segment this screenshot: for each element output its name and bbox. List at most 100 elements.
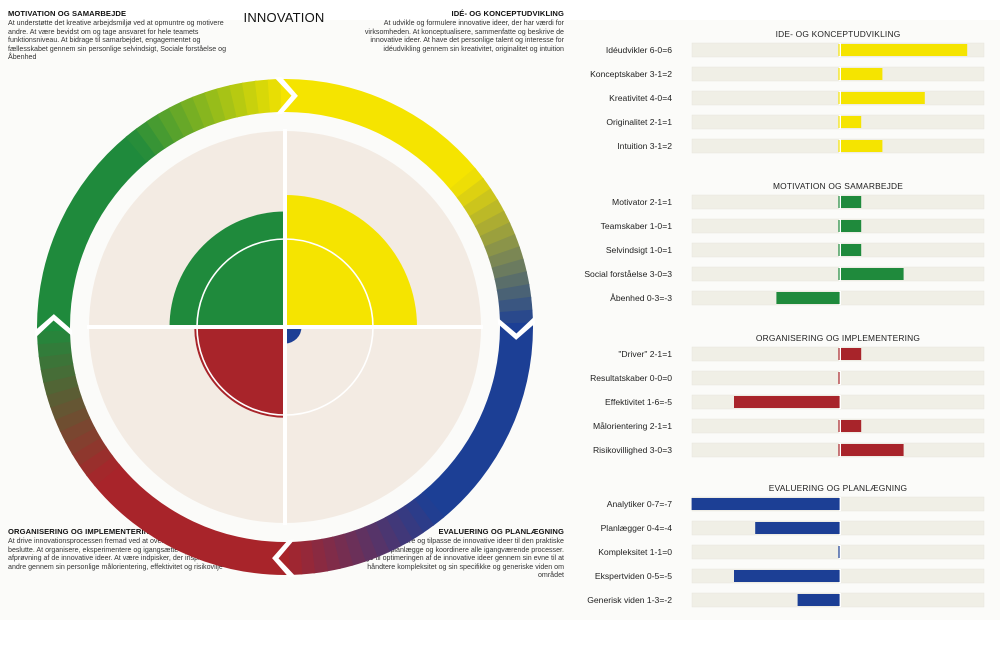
bar-zero-tick — [838, 268, 840, 280]
ring-band-blend — [46, 384, 82, 408]
bar-value — [797, 594, 840, 606]
bar-zero-tick — [838, 196, 840, 208]
ring-band-blend — [298, 540, 316, 575]
bar-zero-marker — [839, 115, 841, 129]
bar-value — [840, 244, 862, 256]
bar-label: "Driver" 2-1=1 — [618, 349, 672, 359]
wheel-sector-bottom-left — [194, 327, 285, 418]
ring-band-blend — [180, 96, 206, 133]
ring-band-blend — [78, 445, 114, 477]
ring-band-blend — [342, 530, 366, 566]
ring-band-blend — [54, 406, 91, 432]
bar-label: Intuition 3-1=2 — [617, 141, 672, 151]
bar-value — [840, 92, 925, 104]
ring-band-blend — [463, 188, 499, 218]
bar-label: Idéudvikler 6-0=6 — [606, 45, 672, 55]
ring-band-blend — [146, 113, 176, 149]
ring-band-blend — [384, 511, 413, 547]
ring-band-blend — [71, 436, 107, 466]
bar-section-1: IDE- OG KONCEPTUDVIKLING Idéudvikler 6-0=… — [590, 29, 985, 154]
ring-chevron-arrow — [272, 539, 296, 577]
bar-track — [691, 370, 985, 386]
bar-zero-marker — [839, 243, 841, 257]
ring-band-blend — [394, 505, 424, 541]
section-title: ORGANISERING OG IMPLEMENTERING — [756, 333, 920, 343]
ring-band-blend — [287, 541, 303, 575]
bar-label: Teamskaber 1-0=1 — [601, 221, 673, 231]
ring-band-blend — [254, 79, 272, 114]
bar-zero-marker — [839, 593, 841, 607]
bar-zero-marker — [839, 267, 841, 281]
bar-zero-marker — [839, 371, 841, 385]
corner-description: At understøtte det kreative arbejdsmiljø… — [8, 19, 227, 62]
corner-title: EVALUERING OG PLANLÆGNING — [438, 527, 564, 536]
bar-zero-tick — [838, 244, 840, 256]
section-title: MOTIVATION OG SAMARBEJDE — [773, 181, 903, 191]
bar-value — [734, 396, 840, 408]
bar-value — [840, 420, 862, 432]
bar-label: Analytiker 0-7=-7 — [607, 499, 672, 509]
corner-description: At udvikle og formulere innovative ideer… — [364, 19, 564, 53]
corner-text-ide: IDÉ- OG KONCEPTUDVIKLING At udvikle og f… — [356, 9, 564, 53]
ring-band-blend — [484, 234, 521, 259]
ring-band-blend — [37, 329, 71, 345]
ring-band-blend — [498, 296, 533, 314]
ring-band-blend — [413, 491, 445, 527]
bar-label: Planlægger 0-4=-4 — [601, 523, 673, 533]
ring-band-solid — [93, 463, 285, 575]
bar-zero-marker — [839, 419, 841, 433]
bar-track — [691, 242, 985, 258]
ring-band-solid — [421, 327, 533, 519]
ring-band-blend — [469, 199, 505, 228]
ring-band-blend — [364, 521, 390, 558]
bar-zero-tick — [838, 68, 840, 80]
ring-chevron-arrow — [35, 314, 73, 338]
ring-band-blend — [488, 246, 524, 270]
bar-zero-tick — [838, 570, 840, 582]
bar-track — [691, 138, 985, 154]
bar-zero-tick — [838, 92, 840, 104]
bar-label: Resultatskaber 0-0=0 — [590, 373, 672, 383]
ring-band-blend — [204, 88, 228, 124]
bar-zero-tick — [838, 546, 840, 558]
bar-section-4: EVALUERING OG PLANLÆGNING Analytiker 0-7=… — [587, 483, 985, 608]
ring-band-blend — [157, 107, 186, 143]
corner-text-evaluering: EVALUERING OG PLANLÆGNING At analysere, … — [340, 527, 564, 580]
ring-band-blend — [267, 79, 283, 113]
bar-value — [840, 268, 904, 280]
bar-zero-marker — [839, 43, 841, 57]
bar-zero-tick — [838, 220, 840, 232]
bar-zero-tick — [838, 594, 840, 606]
ring-band-blend — [479, 222, 516, 248]
wheel-sector-top-right — [285, 195, 417, 327]
ring-band-solid — [37, 135, 149, 327]
bar-value — [840, 116, 862, 128]
ring-band-blend — [474, 210, 511, 238]
wheel-sector-bottom-right — [285, 327, 302, 344]
ring-band-blend — [125, 127, 157, 163]
bar-zero-tick — [838, 444, 840, 456]
bar-label: Originalitet 2-1=1 — [606, 117, 672, 127]
bar-value — [734, 570, 840, 582]
corner-text-motivation: MOTIVATION OG SAMARBEJDE At understøtte … — [8, 9, 228, 62]
bar-zero-marker — [839, 139, 841, 153]
bar-zero-tick — [838, 420, 840, 432]
section-title: IDE- OG KONCEPTUDVIKLING — [776, 29, 901, 39]
bar-zero-tick — [838, 498, 840, 510]
bar-zero-tick — [838, 116, 840, 128]
ring-band-blend — [168, 101, 196, 138]
bar-zero-marker — [839, 291, 841, 305]
bar-section-3: ORGANISERING OG IMPLEMENTERING "Driver" 2… — [590, 333, 985, 458]
bar-label: Kreativitet 4-0=4 — [609, 93, 672, 103]
wheel-sector-top-left — [169, 211, 285, 327]
corner-description: At analysere, evaluere og tilpasse de in… — [341, 537, 564, 580]
bar-track — [691, 194, 985, 210]
ring-band-blend — [403, 498, 435, 534]
ring-band-solid — [285, 79, 477, 191]
bar-zero-tick — [838, 522, 840, 534]
ring-band-blend — [499, 309, 533, 325]
bar-value — [776, 292, 840, 304]
bar-zero-tick — [838, 44, 840, 56]
ring-band-blend — [374, 516, 402, 553]
corner-title: IDÉ- OG KONCEPTUDVIKLING — [451, 9, 564, 18]
